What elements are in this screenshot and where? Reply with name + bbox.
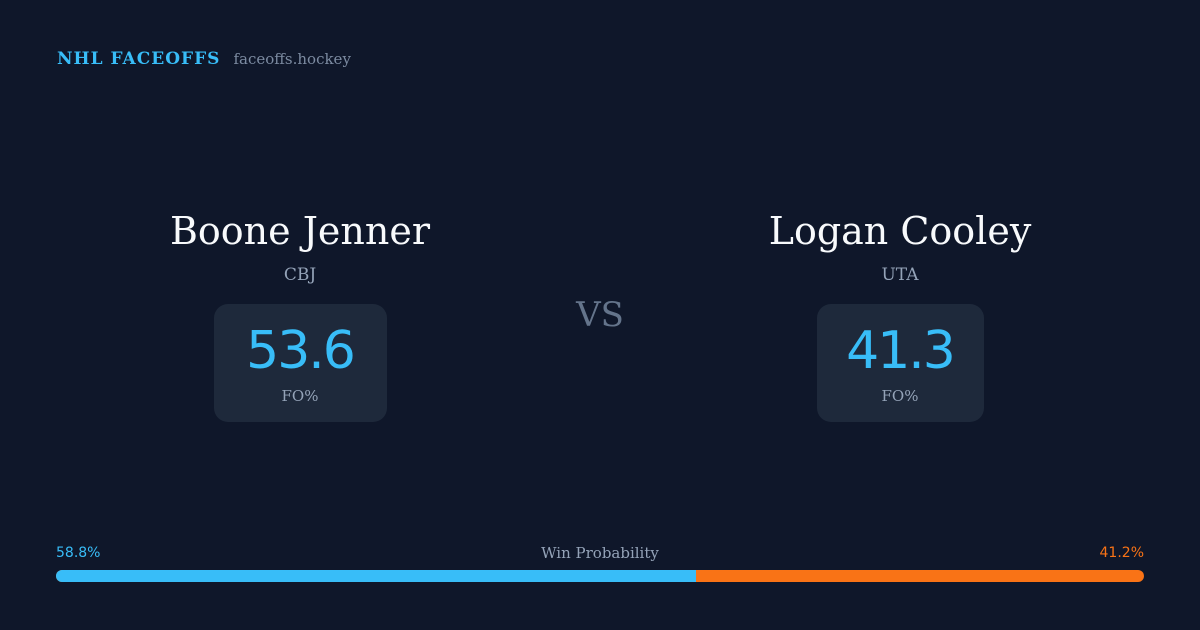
stat-label-right: FO% xyxy=(881,387,919,405)
faceoff-percentage-left: 53.6 xyxy=(246,321,356,381)
team-abbrev-left: CBJ xyxy=(283,265,317,285)
brand-title[interactable]: NHL FACEOFFS xyxy=(57,49,221,69)
win-probability-left: 58.8% xyxy=(56,545,101,561)
stat-box-left: 53.6 FO% xyxy=(213,304,387,422)
win-probability-bar xyxy=(56,570,1144,582)
stat-label-left: FO% xyxy=(281,387,319,405)
win-probability-fill xyxy=(56,570,696,582)
site-domain[interactable]: faceoffs.hockey xyxy=(233,50,351,68)
win-probability-right: 41.2% xyxy=(1099,545,1144,561)
header: NHL FACEOFFS faceoffs.hockey xyxy=(57,49,351,73)
player-name-left: Boone Jenner xyxy=(169,209,431,253)
versus-label: VS xyxy=(576,295,624,335)
stat-box-right: 41.3 FO% xyxy=(816,304,984,422)
player-card-right: Logan Cooley UTA 41.3 FO% xyxy=(690,206,1110,422)
win-probability-title: Win Probability xyxy=(541,544,659,562)
win-probability-labels: 58.8% Win Probability 41.2% xyxy=(56,543,1144,563)
player-name-right: Logan Cooley xyxy=(768,209,1032,253)
faceoff-percentage-right: 41.3 xyxy=(846,321,956,381)
player-card-left: Boone Jenner CBJ 53.6 FO% xyxy=(90,206,510,422)
team-abbrev-right: UTA xyxy=(881,265,919,285)
